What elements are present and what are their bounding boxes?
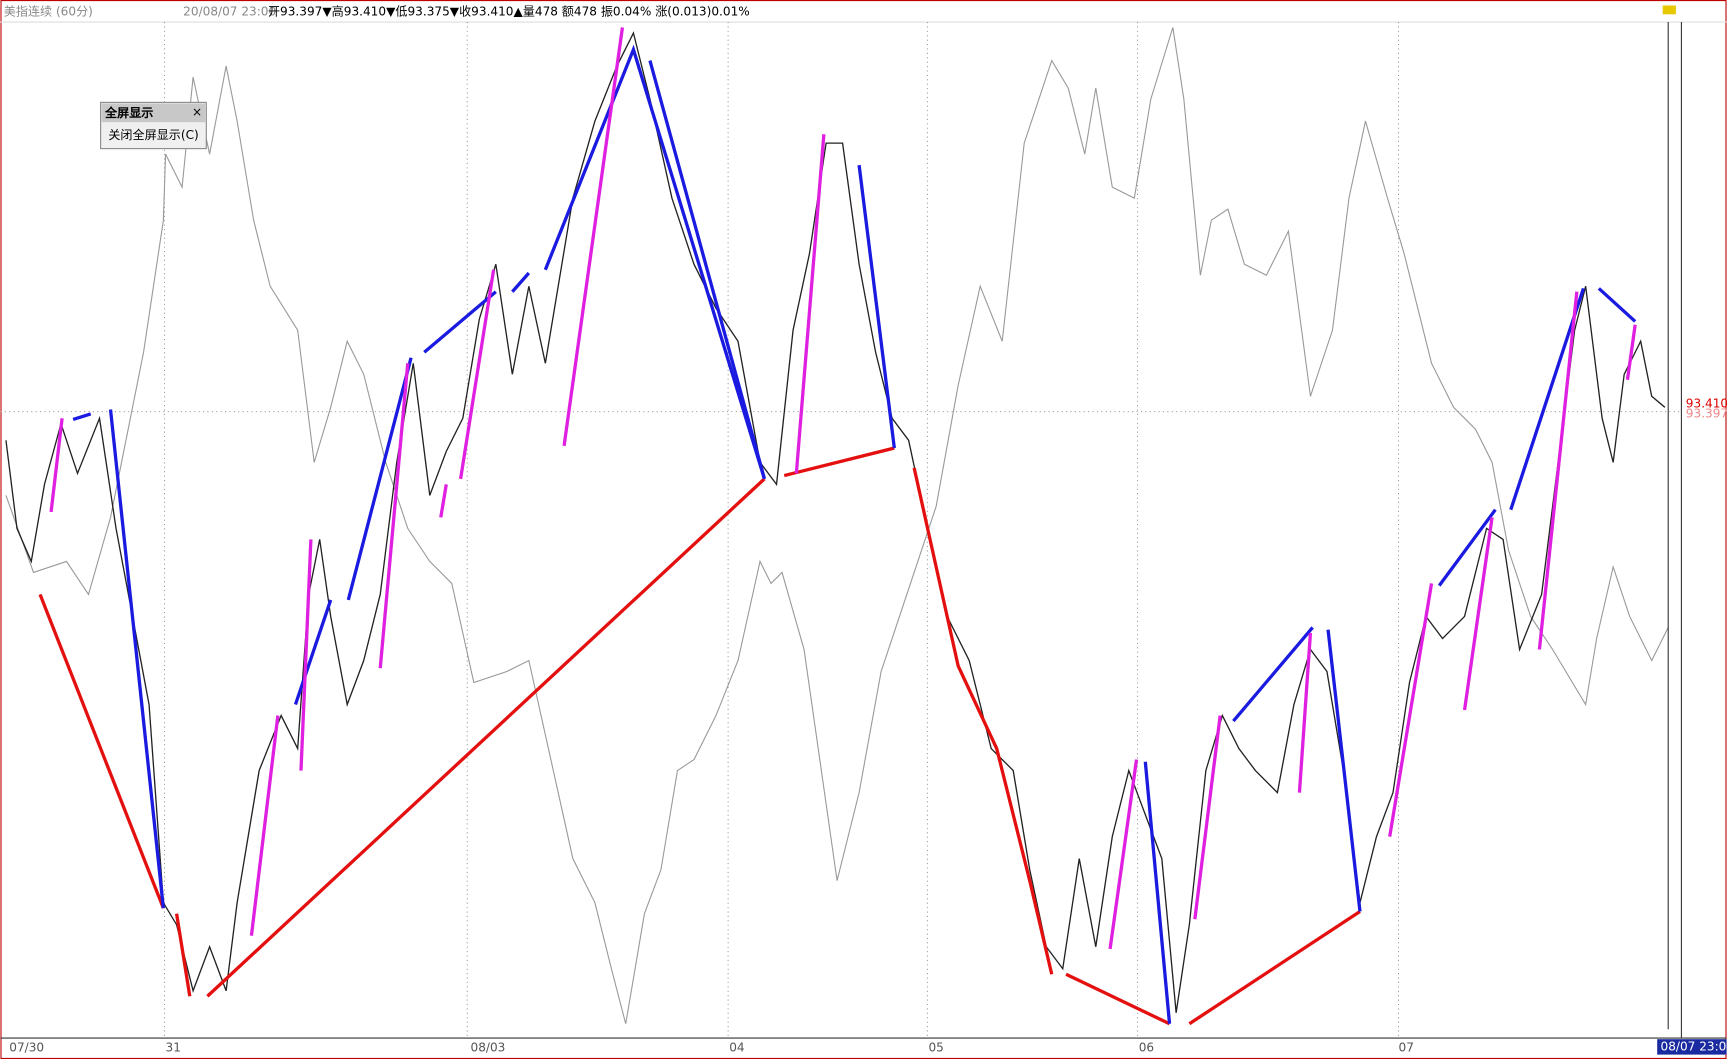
price-label: 93.397 — [1686, 406, 1727, 420]
up-leg — [458, 269, 496, 480]
price-label: 93.410 — [1686, 397, 1727, 411]
x-tick-label: 08/03 — [471, 1040, 506, 1054]
x-tick-label: 31 — [166, 1040, 181, 1054]
top-leg — [346, 357, 413, 601]
x-tick-label: 07 — [1399, 1040, 1414, 1054]
grid — [0, 22, 1682, 1039]
up-leg — [1625, 324, 1637, 381]
down-leg — [912, 467, 1054, 975]
up-leg — [249, 715, 280, 936]
top-leg — [293, 599, 333, 706]
top-leg — [857, 164, 896, 449]
oscillator-line — [5, 27, 1669, 1024]
down-leg — [38, 593, 165, 909]
up-leg — [562, 27, 625, 447]
up-leg — [439, 484, 448, 518]
x-tick-label: 06 — [1139, 1040, 1154, 1054]
top-leg — [108, 409, 166, 909]
up-leg — [378, 363, 410, 669]
menu-titlebar — [101, 103, 206, 123]
top-leg — [1326, 629, 1362, 912]
x-tick-label: 07/30 — [9, 1040, 44, 1054]
x-tick-label: 05 — [928, 1040, 943, 1054]
menu-item[interactable]: 关闭全屏显示(C) — [108, 127, 198, 142]
down-leg — [783, 446, 895, 478]
up-leg — [1462, 517, 1494, 711]
symbol: 美指连续 (60分) — [4, 4, 93, 19]
up-leg — [1388, 583, 1434, 837]
top-leg — [423, 290, 497, 354]
top-leg — [511, 271, 531, 293]
tool-icon[interactable] — [1662, 5, 1676, 15]
down-leg — [206, 477, 766, 998]
top-leg — [648, 60, 767, 480]
top-leg — [1143, 761, 1172, 1024]
up-leg — [1193, 715, 1222, 920]
down-leg — [174, 913, 192, 997]
up-leg — [49, 418, 64, 513]
up-leg — [1108, 759, 1139, 950]
top-leg — [1509, 287, 1586, 511]
cursor-label: 08/07 23:00 — [1661, 1039, 1727, 1053]
up-leg — [1297, 632, 1313, 793]
up-leg — [1537, 291, 1579, 650]
datetime: 20/08/07 23:00 — [183, 5, 276, 19]
down-leg — [1065, 972, 1171, 1026]
top-leg — [72, 412, 92, 421]
top-leg — [1232, 626, 1314, 723]
popup-menu: 全屏显示 × 关闭全屏显示(C) — [100, 101, 207, 150]
x-tick-label: 04 — [729, 1040, 745, 1054]
menu-close[interactable]: × — [192, 105, 202, 119]
quote: 开93.397▼高93.410▼低93.375▼收93.410▲量478 额47… — [268, 4, 750, 19]
top-leg — [1437, 508, 1497, 587]
cursor-label-box — [1657, 1039, 1727, 1055]
up-leg — [299, 539, 313, 771]
menu-title: 全屏显示 — [104, 105, 153, 120]
price-path — [5, 31, 1666, 1013]
down-leg — [1188, 910, 1361, 1026]
top-leg — [543, 44, 767, 480]
up-leg — [794, 134, 826, 474]
zigzag — [38, 27, 1637, 1026]
top-leg — [1597, 287, 1637, 323]
